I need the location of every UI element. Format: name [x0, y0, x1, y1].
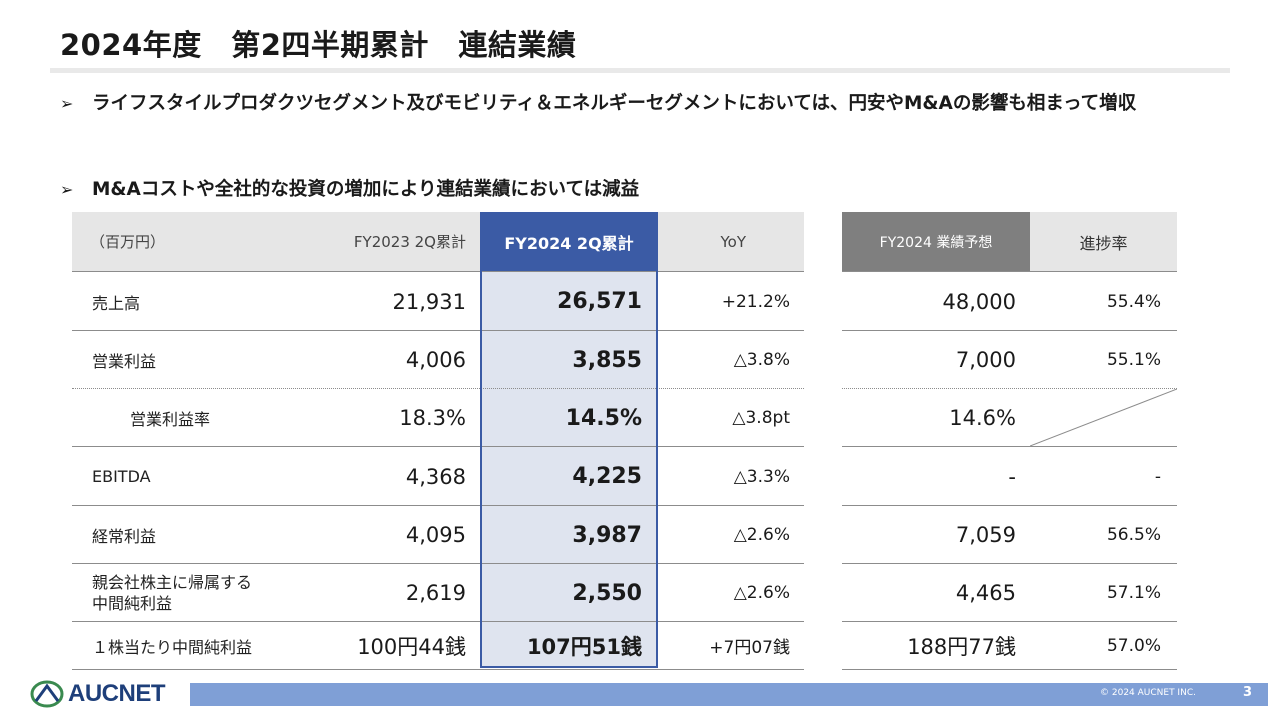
value-fy2023: 18.3% — [399, 406, 466, 430]
header-forecast: FY2024 業績予想 — [842, 212, 1030, 271]
value-yoy: △2.6% — [733, 525, 790, 545]
forecast-header-row: FY2024 業績予想 進捗率 — [842, 212, 1177, 271]
table-header-row: （百万円） FY2023 2Q累計 YoY — [72, 212, 804, 271]
aucnet-logo-icon — [30, 680, 64, 708]
value-fy2024: 3,987 — [572, 522, 642, 548]
row-label: 営業利益率 — [130, 410, 211, 429]
page-title: 2024年度 第2四半期累計 連結業績 — [60, 28, 577, 62]
value-fy2023: 4,006 — [405, 348, 466, 372]
value-progress: 57.0% — [1106, 635, 1161, 656]
value-forecast: 48,000 — [942, 289, 1016, 314]
bullet-arrow-icon: ➢ — [60, 180, 74, 199]
table-row: 親会社株主に帰属する 中間純利益 2,619 2,550 △2.6% — [72, 563, 804, 622]
value-yoy: △3.3% — [733, 466, 790, 487]
value-progress: 55.4% — [1106, 291, 1161, 312]
row-label: 経常利益 — [92, 527, 157, 546]
not-applicable-slash — [1030, 389, 1177, 447]
header-fy2023: FY2023 2Q累計 — [316, 212, 480, 271]
table-row: - - — [842, 446, 1177, 506]
unit-label: （百万円） — [72, 212, 316, 271]
table-row: 48,000 55.4% — [842, 271, 1177, 331]
value-progress: - — [1154, 466, 1161, 487]
value-fy2024: 4,225 — [572, 464, 642, 489]
forecast-table: FY2024 業績予想 進捗率 48,000 55.4% 7,000 55.1%… — [842, 212, 1177, 670]
value-forecast: 14.6% — [949, 406, 1016, 430]
value-forecast: 7,059 — [955, 523, 1016, 547]
bullet-text: ライフスタイルプロダクツセグメント及びモビリティ＆エネルギーセグメントにおいては… — [92, 93, 1137, 114]
value-yoy: +7円07銭 — [709, 638, 790, 658]
footer-bar — [190, 683, 1268, 706]
row-label: 売上高 — [92, 293, 141, 313]
bullet-arrow-icon: ➢ — [60, 94, 74, 113]
value-fy2023: 100円44銭 — [357, 634, 466, 659]
value-fy2024: 3,855 — [572, 347, 642, 373]
table-row: 売上高 21,931 26,571 +21.2% — [72, 271, 804, 331]
table-row: 営業利益率 18.3% 14.5% △3.8pt — [72, 388, 804, 447]
table-row: 188円77銭 57.0% — [842, 621, 1177, 670]
header-progress: 進捗率 — [1030, 212, 1177, 271]
value-yoy: △3.8% — [733, 350, 790, 370]
value-yoy: △2.6% — [733, 583, 790, 603]
value-forecast: 4,465 — [955, 581, 1016, 605]
row-label: 親会社株主に帰属する 中間純利益 — [92, 573, 253, 613]
value-forecast: - — [1008, 464, 1016, 489]
value-fy2023: 4,368 — [405, 464, 466, 489]
value-yoy: +21.2% — [721, 291, 790, 312]
title-divider — [50, 68, 1230, 73]
table-row: 7,059 56.5% — [842, 505, 1177, 564]
table-row: 営業利益 4,006 3,855 △3.8% — [72, 330, 804, 389]
page-number: 3 — [1243, 685, 1253, 700]
value-yoy: △3.8pt — [732, 408, 790, 428]
value-progress: 56.5% — [1106, 525, 1161, 545]
row-label: EBITDA — [92, 467, 151, 486]
table-row: 経常利益 4,095 3,987 △2.6% — [72, 505, 804, 564]
row-label: 営業利益 — [92, 352, 157, 371]
copyright: © 2024 AUCNET INC. — [1100, 688, 1196, 698]
value-fy2023: 4,095 — [405, 523, 466, 547]
value-fy2024: 26,571 — [557, 289, 642, 314]
table-row: １株当たり中間純利益 100円44銭 107円51銭 +7円07銭 — [72, 621, 804, 670]
table-row: 4,465 57.1% — [842, 563, 1177, 622]
value-progress: 57.1% — [1106, 583, 1161, 603]
value-progress: 55.1% — [1106, 350, 1161, 370]
table-row: 14.6% — [842, 388, 1177, 447]
fy2024-column-highlight — [480, 212, 658, 668]
row-label: １株当たり中間純利益 — [92, 637, 253, 657]
results-table: （百万円） FY2023 2Q累計 YoY 売上高 21,931 26,571 … — [72, 212, 804, 670]
value-fy2024: 2,550 — [572, 580, 642, 606]
table-row: EBITDA 4,368 4,225 △3.3% — [72, 446, 804, 506]
bullet-text: M&Aコストや全社的な投資の増加により連結業績においては減益 — [92, 179, 640, 200]
table-row: 7,000 55.1% — [842, 330, 1177, 389]
header-fy2024: FY2024 2Q累計 — [480, 212, 658, 271]
fy2024-column-border — [480, 212, 658, 668]
value-forecast: 7,000 — [955, 348, 1016, 372]
value-fy2024: 14.5% — [565, 405, 642, 431]
value-fy2023: 21,931 — [392, 289, 466, 314]
logo-text: AUCNET — [68, 680, 166, 707]
value-fy2023: 2,619 — [405, 581, 466, 605]
value-fy2024: 107円51銭 — [526, 634, 642, 659]
value-forecast: 188円77銭 — [907, 634, 1016, 659]
header-yoy: YoY — [658, 212, 804, 271]
